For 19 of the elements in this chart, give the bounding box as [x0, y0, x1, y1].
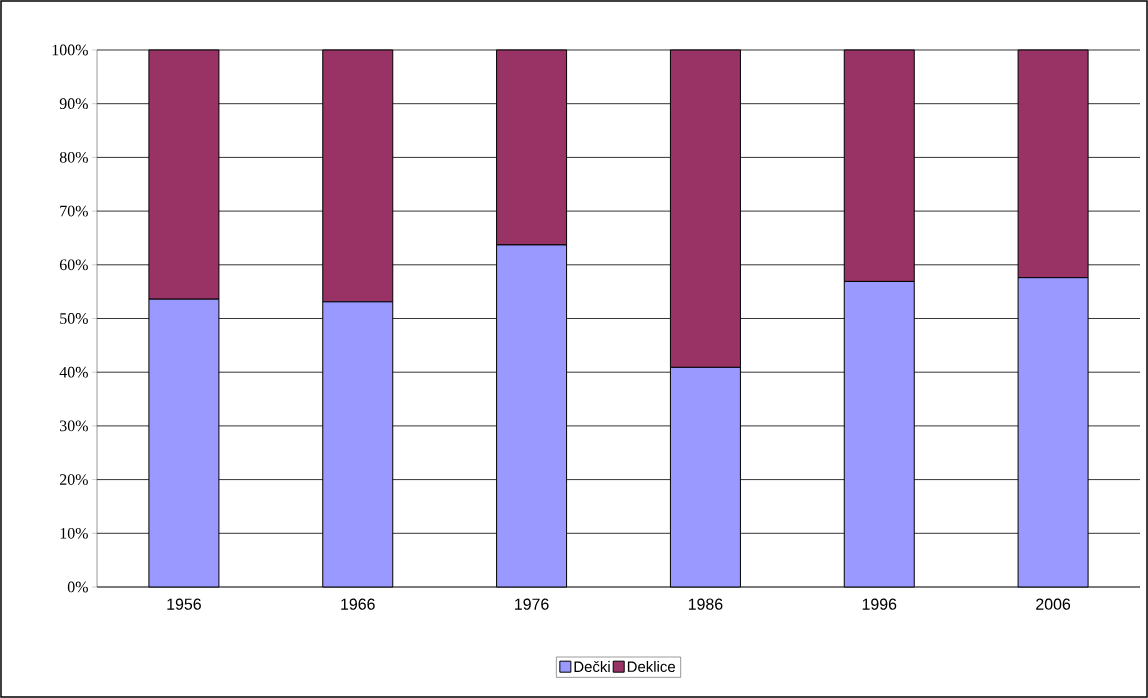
- x-tick-label: 1996: [862, 598, 897, 610]
- y-tick-label: 40%: [59, 366, 88, 378]
- y-tick-label: 0%: [67, 581, 88, 593]
- y-tick-label: 90%: [59, 98, 88, 110]
- y-tick-label: 20%: [59, 474, 88, 485]
- y-tick-label: 60%: [59, 259, 88, 271]
- x-tick-label: 1976: [515, 598, 549, 610]
- x-tick-label: 1956: [167, 598, 201, 610]
- y-tick-label: 80%: [59, 152, 88, 163]
- legend-label: Deklice: [627, 661, 675, 672]
- x-tick-label: 1966: [341, 598, 375, 610]
- y-tick-label: 30%: [60, 420, 88, 432]
- x-tick-label: 1986: [688, 598, 723, 610]
- legend-label: Dečki: [574, 661, 610, 673]
- y-tick-label: 100%: [52, 44, 88, 56]
- y-tick-label: 70%: [60, 205, 88, 217]
- y-tick-label: 10%: [60, 527, 88, 539]
- x-tick-label: 2006: [1036, 598, 1071, 610]
- y-tick-label: 50%: [60, 313, 88, 324]
